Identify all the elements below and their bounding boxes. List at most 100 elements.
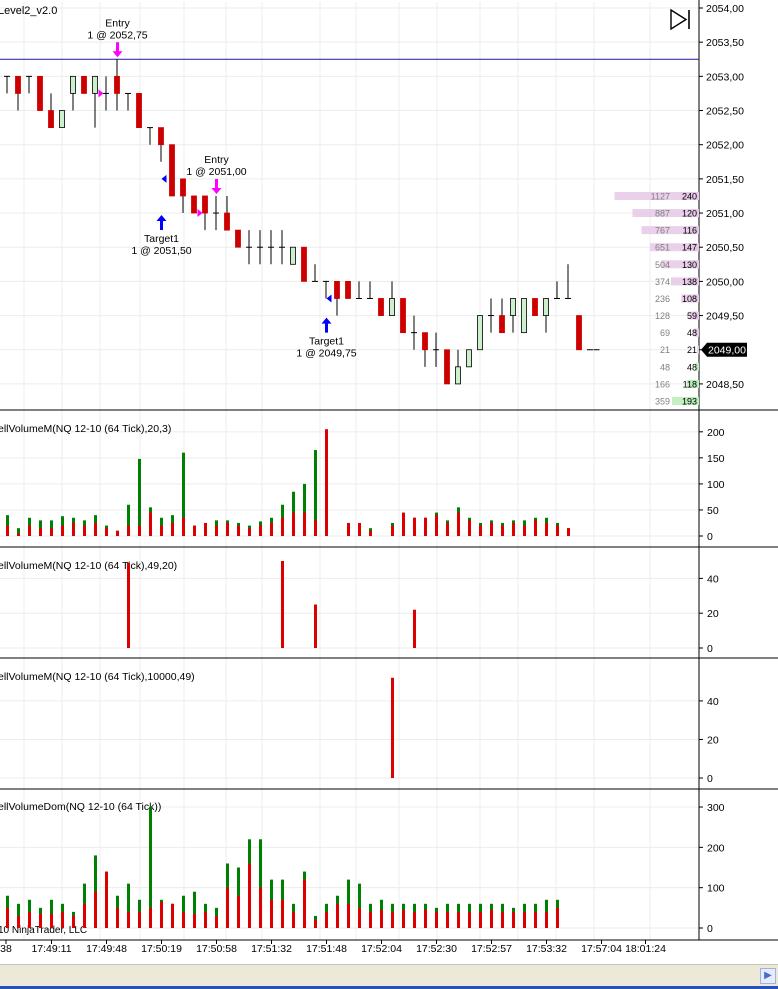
buy-volume-bar <box>127 504 130 536</box>
sell-volume-bar <box>435 515 438 536</box>
y-tick-label: 20 <box>707 734 719 746</box>
x-tick-label: 17:51:32 <box>251 943 292 955</box>
x-tick-label: 17:49:48 <box>86 943 127 955</box>
sell-volume-bar <box>171 522 174 536</box>
sell-volume-bar <box>314 919 317 928</box>
y-tick-label: 0 <box>707 643 713 655</box>
dom-total-bar <box>670 277 699 286</box>
y-tick-label: 2051,50 <box>706 174 744 186</box>
sell-volume-bar <box>39 528 42 536</box>
sell-volume-bar <box>138 525 141 536</box>
step-forward-icon <box>670 8 688 31</box>
execution-marker <box>326 294 332 303</box>
dom-total-label: 374 <box>655 277 670 287</box>
sell-volume-bar <box>182 911 185 928</box>
target-detail: 1 @ 2051,50 <box>131 245 191 257</box>
sell-volume-bar <box>127 911 130 928</box>
dom-total-label: 504 <box>655 260 670 270</box>
dom-size-label: 138 <box>682 277 697 287</box>
sell-volume-bar <box>259 525 262 536</box>
candle-body <box>202 195 208 214</box>
sell-volume-bar <box>50 913 53 928</box>
dom-size-label: 240 <box>682 191 697 201</box>
x-tick-label: 18:01:24 <box>625 943 666 955</box>
dom-total-bar <box>632 209 699 218</box>
sell-volume-bar <box>259 887 262 928</box>
dom-total-label: 359 <box>655 397 670 407</box>
sell-volume-bar <box>28 911 31 928</box>
sell-volume-bar <box>413 609 416 648</box>
sell-volume-bar <box>237 895 240 928</box>
candle-body <box>499 315 505 334</box>
execution-marker <box>197 209 203 218</box>
y-tick-label: 100 <box>707 479 725 491</box>
y-tick-label: 2054,00 <box>706 3 744 15</box>
sell-volume-bar <box>215 525 218 536</box>
sell-volume-bar <box>105 871 108 928</box>
sell-volume-bar <box>402 512 405 536</box>
sell-volume-bar <box>413 911 416 928</box>
y-tick-label: 100 <box>707 883 725 895</box>
dom-total-bar <box>689 311 699 320</box>
sell-volume-bar <box>457 911 460 928</box>
candle-body <box>301 246 307 282</box>
y-tick-label: 2051,00 <box>706 208 744 220</box>
x-tick-label: 17:52:57 <box>471 943 512 955</box>
candle-body <box>510 298 516 316</box>
sell-volume-bar <box>17 533 20 536</box>
sell-volume-bar <box>204 911 207 928</box>
sell-volume-bar <box>50 528 53 536</box>
step-forward-button[interactable] <box>670 8 690 31</box>
sell-volume-bar <box>61 525 64 536</box>
sell-volume-bar <box>270 522 273 536</box>
sell-volume-bar <box>281 899 284 928</box>
sell-volume-bar <box>127 525 130 536</box>
dom-total-label: 128 <box>655 311 670 321</box>
sell-volume-bar <box>501 525 504 536</box>
sell-volume-bar <box>567 528 570 536</box>
horizontal-scrollbar[interactable]: ▶ <box>0 964 778 989</box>
target-arrow <box>156 215 167 231</box>
buy-volume-bar <box>314 450 317 536</box>
y-tick-label: 0 <box>707 923 713 935</box>
sell-volume-bar <box>94 891 97 928</box>
scroll-right-button[interactable]: ▶ <box>760 968 776 984</box>
sell-volume-bar <box>6 907 9 928</box>
sell-volume-bar <box>138 911 141 928</box>
x-tick-label: 17:57:04 <box>581 943 622 955</box>
sell-volume-bar <box>468 520 471 536</box>
sell-volume-bar <box>369 911 372 928</box>
dom-size-bar <box>688 277 699 286</box>
candle-body <box>224 212 230 231</box>
dom-total-label: 767 <box>655 226 670 236</box>
buy-volume-bar <box>182 452 185 536</box>
x-tick-label: 17:51:48 <box>306 943 347 955</box>
sell-volume-bar <box>83 903 86 928</box>
candle-body <box>180 178 186 197</box>
entry-label: Entry <box>105 17 130 29</box>
candle-body <box>169 144 175 197</box>
dom-size-label: 193 <box>682 397 697 407</box>
sell-volume-bar <box>94 522 97 536</box>
sell-volume-bar <box>380 909 383 928</box>
y-tick-label: 40 <box>707 696 719 708</box>
sell-volume-bar <box>325 911 328 928</box>
dom-size-bar <box>697 345 699 354</box>
sell-volume-bar <box>424 517 427 536</box>
sell-volume-bar <box>72 915 75 928</box>
sell-volume-bar <box>314 520 317 536</box>
sell-volume-bar <box>281 517 284 536</box>
sell-volume-bar <box>292 911 295 928</box>
y-tick-label: 2053,00 <box>706 71 744 83</box>
entry-arrow <box>211 178 222 194</box>
dom-size-bar <box>690 294 699 303</box>
dom-total-bar <box>661 260 699 269</box>
dom-size-bar <box>681 191 699 200</box>
sell-volume-bar <box>314 604 317 648</box>
candle-body <box>532 298 538 316</box>
sell-volume-bar <box>193 913 196 928</box>
sell-volume-bar <box>6 525 9 536</box>
dom-size-label: 118 <box>683 379 697 389</box>
target-detail: 1 @ 2049,75 <box>296 348 356 360</box>
